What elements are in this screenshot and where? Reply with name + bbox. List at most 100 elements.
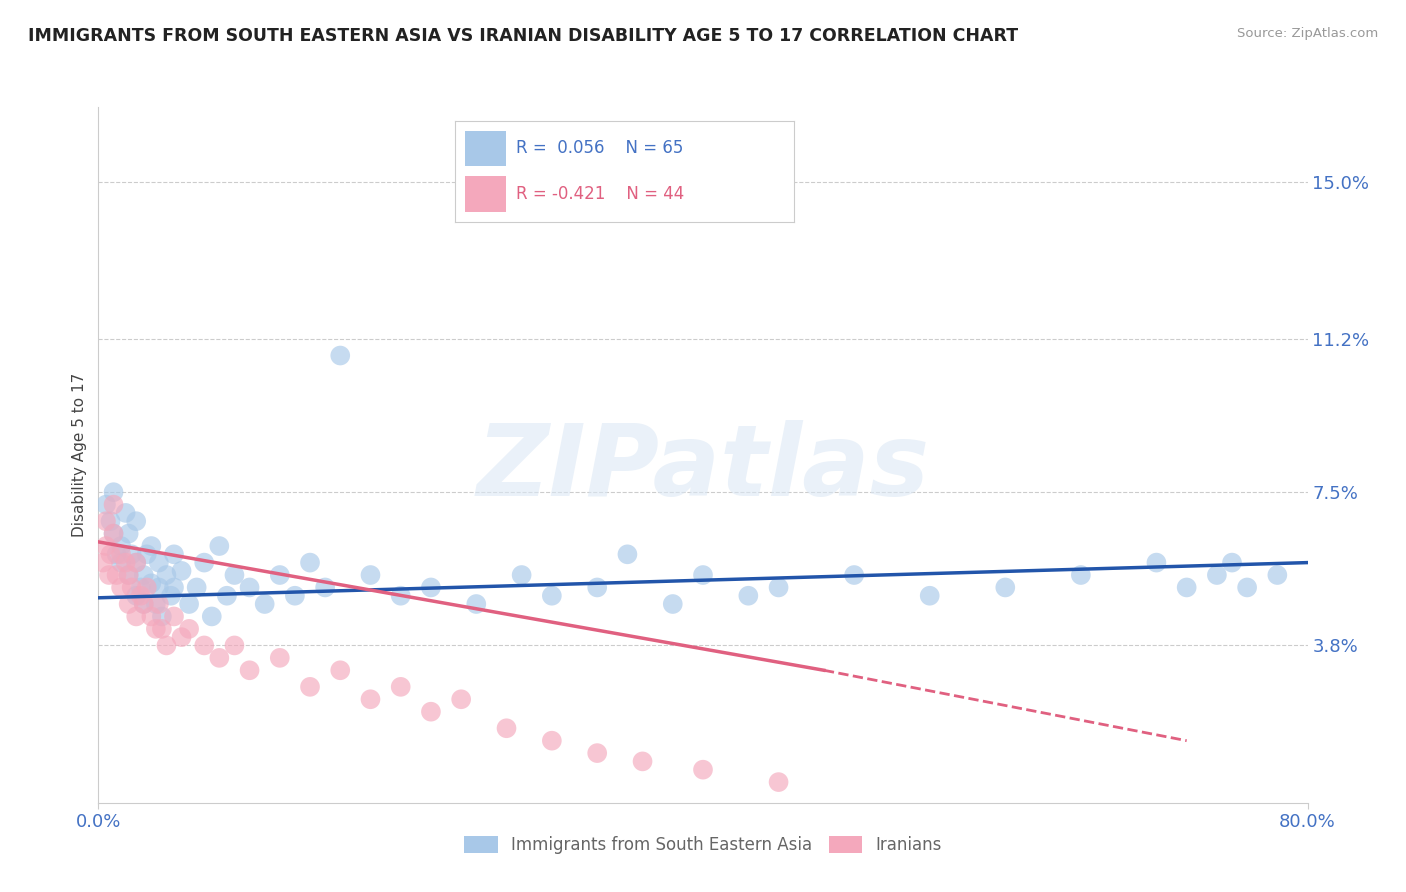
Text: ZIPatlas: ZIPatlas	[477, 420, 929, 517]
Point	[450, 692, 472, 706]
Point	[193, 556, 215, 570]
Point	[110, 539, 132, 553]
Point	[1236, 581, 1258, 595]
Point	[145, 622, 167, 636]
Point	[125, 609, 148, 624]
Point	[163, 609, 186, 624]
Point	[215, 589, 238, 603]
Y-axis label: Disability Age 5 to 17: Disability Age 5 to 17	[72, 373, 87, 537]
Point	[994, 581, 1017, 595]
Point	[163, 581, 186, 595]
Point	[94, 498, 117, 512]
Point	[98, 568, 121, 582]
Point	[135, 547, 157, 561]
Point	[105, 568, 128, 582]
Point	[389, 589, 412, 603]
Point	[419, 581, 441, 595]
Point	[1144, 556, 1167, 570]
Point	[150, 609, 173, 624]
Point	[170, 630, 193, 644]
Point	[132, 597, 155, 611]
Point	[1265, 568, 1288, 582]
Point	[586, 581, 609, 595]
Point	[132, 568, 155, 582]
Text: IMMIGRANTS FROM SOUTH EASTERN ASIA VS IRANIAN DISABILITY AGE 5 TO 17 CORRELATION: IMMIGRANTS FROM SOUTH EASTERN ASIA VS IR…	[28, 27, 1018, 45]
Legend: Immigrants from South Eastern Asia, Iranians: Immigrants from South Eastern Asia, Iran…	[457, 829, 949, 861]
Point	[1070, 568, 1092, 582]
Point	[177, 597, 201, 611]
Point	[160, 589, 183, 603]
Point	[540, 589, 562, 603]
Point	[110, 581, 132, 595]
Point	[103, 498, 125, 512]
Point	[419, 705, 441, 719]
Point	[118, 597, 141, 611]
Point	[114, 506, 136, 520]
Point	[186, 581, 208, 595]
Point	[121, 547, 143, 561]
Text: Source: ZipAtlas.com: Source: ZipAtlas.com	[1237, 27, 1378, 40]
Point	[1206, 568, 1229, 582]
Point	[125, 514, 148, 528]
Point	[141, 609, 163, 624]
Point	[465, 597, 488, 611]
Point	[692, 568, 714, 582]
Point	[329, 349, 352, 363]
Point	[129, 589, 152, 603]
Point	[299, 680, 322, 694]
Point	[125, 556, 148, 570]
Point	[125, 556, 148, 570]
Point	[224, 568, 246, 582]
Point	[224, 639, 246, 653]
Point	[148, 597, 170, 611]
Point	[1220, 556, 1243, 570]
Point	[177, 622, 201, 636]
Point	[105, 547, 128, 561]
Point	[170, 564, 193, 578]
Point	[768, 775, 790, 789]
Point	[100, 547, 122, 561]
Point	[132, 597, 155, 611]
Point	[103, 526, 125, 541]
Point	[118, 568, 141, 582]
Point	[103, 485, 125, 500]
Point	[103, 526, 125, 541]
Point	[269, 651, 291, 665]
Point	[239, 581, 262, 595]
Point	[118, 526, 141, 541]
Point	[1175, 581, 1198, 595]
Point	[239, 663, 262, 677]
Point	[314, 581, 336, 595]
Point	[299, 556, 322, 570]
Point	[201, 609, 224, 624]
Point	[100, 514, 122, 528]
Point	[253, 597, 276, 611]
Point	[360, 568, 382, 582]
Point	[540, 733, 562, 747]
Point	[155, 639, 177, 653]
Point	[495, 721, 517, 735]
Point	[135, 581, 157, 595]
Point	[586, 746, 609, 760]
Point	[148, 581, 170, 595]
Point	[193, 639, 215, 653]
Point	[145, 597, 167, 611]
Point	[148, 556, 170, 570]
Point	[163, 547, 186, 561]
Point	[110, 547, 132, 561]
Point	[360, 692, 382, 706]
Point	[155, 568, 177, 582]
Point	[329, 663, 352, 677]
Point	[768, 581, 790, 595]
Point	[121, 581, 143, 595]
Point	[125, 589, 148, 603]
Point	[661, 597, 683, 611]
Point	[91, 556, 114, 570]
Point	[389, 680, 412, 694]
Point	[269, 568, 291, 582]
Point	[918, 589, 941, 603]
Point	[208, 539, 231, 553]
Point	[284, 589, 307, 603]
Point	[208, 651, 231, 665]
Point	[114, 556, 136, 570]
